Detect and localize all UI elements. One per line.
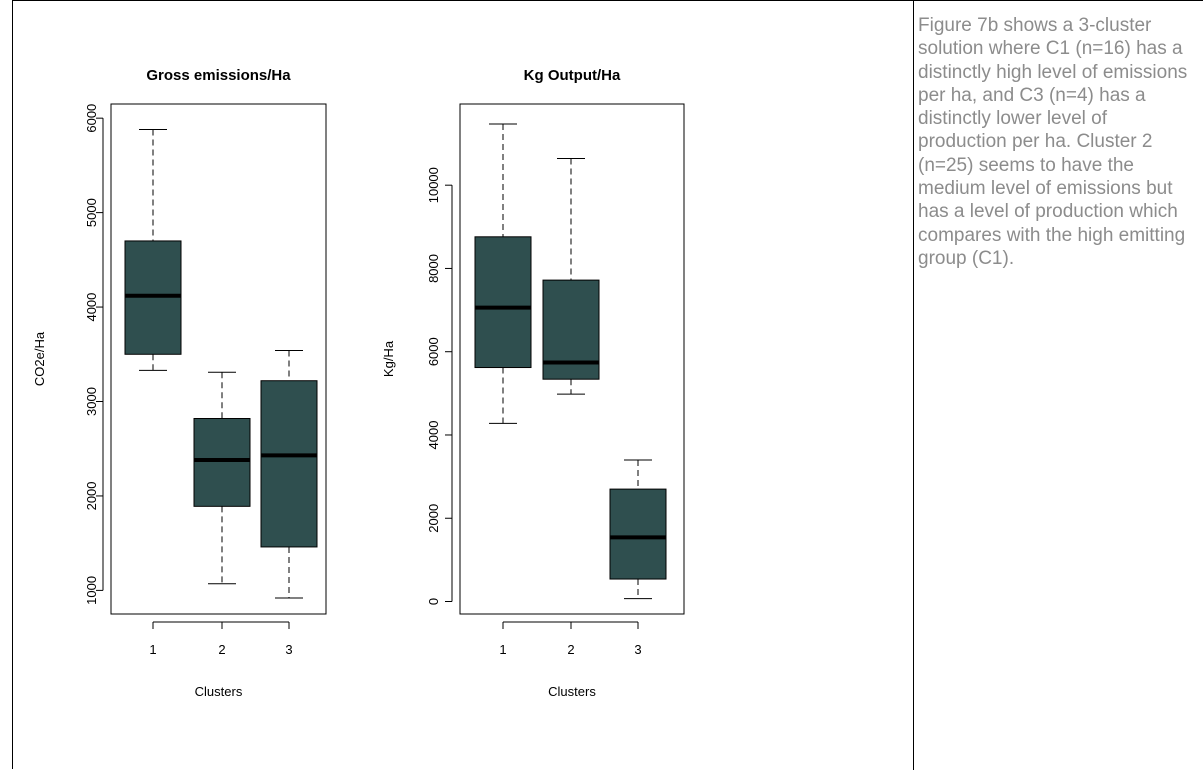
x-tick-label: 1 [149, 642, 156, 657]
x-tick-label: 3 [285, 642, 292, 657]
box-cluster-3 [609, 488, 667, 580]
kg-output-boxplot: Kg Output/Ha Clusters Kg/Ha 0 2000 4000 600… [381, 67, 685, 699]
box-cluster-1 [474, 236, 532, 369]
y-axis-label: Kg/Ha [381, 340, 396, 377]
plot-frame [459, 103, 685, 615]
y-tick-label: 6000 [426, 337, 441, 366]
y-tick-label: 1000 [84, 576, 99, 605]
gross-emissions-boxplot: Gross emissions/Ha Clusters CO2e/Ha 1000… [32, 67, 327, 699]
x-tick-label: 3 [634, 642, 641, 657]
x-tick-label: 1 [499, 642, 506, 657]
y-tick-label: 8000 [426, 254, 441, 283]
x-tick-label: 2 [567, 642, 574, 657]
chart-title: Gross emissions/Ha [146, 67, 291, 84]
y-tick-label: 4000 [84, 293, 99, 322]
column-divider [913, 1, 914, 770]
y-tick-label: 4000 [426, 421, 441, 450]
table-frame [12, 0, 1203, 770]
x-axis-label: Clusters [548, 684, 596, 699]
y-tick-label: 3000 [84, 387, 99, 416]
box-cluster-2 [193, 418, 251, 507]
box-cluster-3 [260, 380, 318, 548]
x-axis-label: Clusters [195, 684, 243, 699]
x-tick-label: 2 [218, 642, 225, 657]
y-tick-label: 10000 [426, 167, 441, 203]
y-axis-label: CO2e/Ha [32, 331, 47, 386]
y-tick-label: 2000 [426, 504, 441, 533]
y-tick-label: 6000 [84, 104, 99, 133]
y-tick-label: 2000 [84, 481, 99, 510]
plot-frame [110, 103, 327, 615]
y-tick-label: 5000 [84, 198, 99, 227]
chart-title: Kg Output/Ha [524, 67, 621, 84]
figure-caption: Figure 7b shows a 3-cluster solution whe… [918, 15, 1188, 269]
chart-panel: Gross emissions/Ha Clusters CO2e/Ha 1000… [32, 67, 685, 699]
y-tick-label: 0 [426, 598, 441, 605]
